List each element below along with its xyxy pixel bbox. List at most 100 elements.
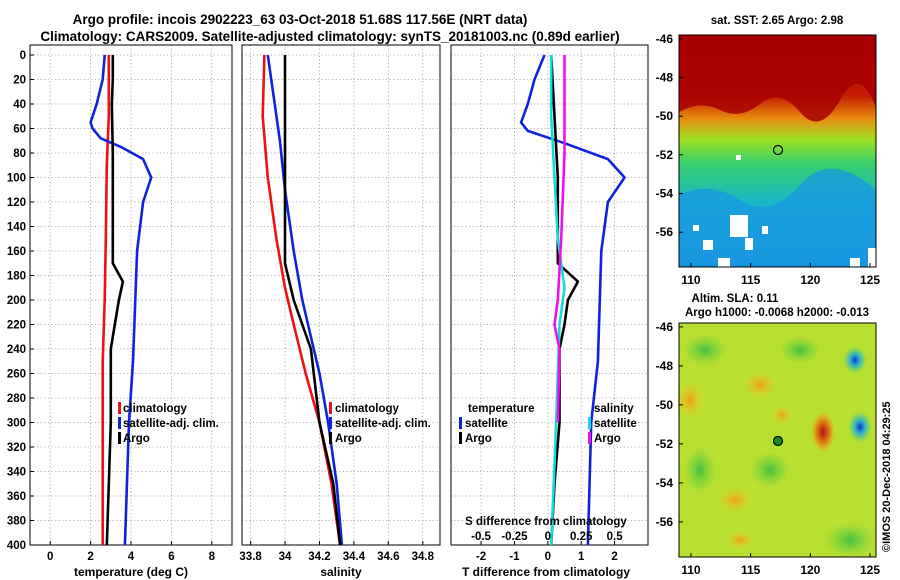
sla-high-anomaly xyxy=(810,410,836,454)
difference-lines xyxy=(519,54,626,545)
depth-tick-label: 280 xyxy=(7,393,26,405)
lat-tick-label: -52 xyxy=(656,148,674,162)
sst-argo-marker xyxy=(772,144,784,156)
temperature-panel: 0204060801001201401601802002202402602803… xyxy=(7,44,233,579)
x-tick-label: -1 xyxy=(509,551,520,563)
lat-tick-label: -54 xyxy=(656,476,674,490)
x-tick-label: 34 xyxy=(279,551,292,563)
lat-tick-label: -46 xyxy=(656,32,674,46)
salinity-x-label: salinity xyxy=(320,565,362,579)
legend-label-s-satellite: satellite xyxy=(594,418,637,430)
series-climatology xyxy=(101,55,111,545)
difference-legend: temperature satellite Argo salinity sate… xyxy=(459,403,637,445)
x-tick-label: 34.6 xyxy=(377,551,399,563)
lon-tick-label: 115 xyxy=(741,273,761,287)
sla-low-anomaly-south xyxy=(848,411,872,443)
legend-label-climatology: climatology xyxy=(123,403,188,415)
sst-map-title: sat. SST: 2.65 Argo: 2.98 xyxy=(711,15,844,27)
difference-grid xyxy=(451,45,648,546)
lon-tick-label: 110 xyxy=(681,563,701,577)
temperature-legend: climatology satellite-adj. clim. Argo xyxy=(118,402,219,445)
legend-swatch-t-argo xyxy=(459,432,462,444)
depth-tick-label: 360 xyxy=(7,491,26,503)
sst-map-lat-ticks: -46 -48 -50 -52 -54 -56 xyxy=(656,32,683,239)
salinity-legend: climatology satellite-adj. clim. Argo xyxy=(329,402,431,445)
x-tick-label: 34.2 xyxy=(308,551,330,563)
legend-label-satellite: satellite-adj. clim. xyxy=(123,418,219,430)
legend-swatch-t-satellite xyxy=(459,417,462,429)
lon-tick-label: 110 xyxy=(681,273,701,287)
sla-map: Altim. SLA: 0.11 Argo h1000: -0.0068 h20… xyxy=(656,293,881,577)
s-difference-ticks: -0.5 -0.25 0 0.25 0.5 xyxy=(471,531,623,543)
salinity-grid xyxy=(242,45,440,546)
header-line-1: Argo profile: incois 2902223_63 03-Oct-2… xyxy=(73,12,528,27)
lat-tick-label: -54 xyxy=(656,187,674,201)
x-tick-label: 2 xyxy=(611,551,617,563)
difference-frame xyxy=(450,44,649,546)
lat-tick-label: -50 xyxy=(656,109,674,123)
depth-tick-label: 0 xyxy=(20,50,26,62)
lat-tick-label: -48 xyxy=(656,359,674,373)
sst-map-lon-ticks: 110 115 120 125 xyxy=(681,263,880,287)
sla-argo-marker xyxy=(772,435,784,447)
header-line-2: Climatology: CARS2009. Satellite-adjuste… xyxy=(40,29,619,44)
lon-tick-label: 120 xyxy=(800,563,820,577)
sla-map-lon-ticks: 110 115 120 125 xyxy=(681,553,880,577)
x-tick-label: 34.8 xyxy=(412,551,435,563)
lon-tick-label: 125 xyxy=(860,273,880,287)
depth-tick-label: 220 xyxy=(7,320,26,332)
legend-title-salinity: salinity xyxy=(594,403,634,415)
legend-swatch-climatology xyxy=(118,402,121,414)
series-salinity-argo xyxy=(553,55,566,423)
x-tick-label: 6 xyxy=(168,551,174,563)
x-tick-label: 2 xyxy=(87,551,93,563)
series-temperature-argo xyxy=(549,54,580,545)
depth-tick-label: 300 xyxy=(7,418,26,430)
sla-map-lat-ticks: -46 -48 -50 -52 -54 -56 xyxy=(656,320,683,529)
x-tick-label: 0 xyxy=(545,551,551,563)
legend-title-temperature: temperature xyxy=(468,403,534,415)
temperature-x-label: temperature (deg C) xyxy=(74,565,188,579)
x-tick-label: 33.8 xyxy=(239,551,262,563)
depth-tick-label: 140 xyxy=(7,222,26,234)
depth-tick-label: 240 xyxy=(7,344,26,356)
difference-panel: -2 -1 0 1 2 T difference from climatology S … xyxy=(450,44,649,579)
depth-tick-label: 400 xyxy=(7,540,26,552)
lon-tick-label: 125 xyxy=(860,563,880,577)
temperature-depth-ticks: 0 20 40 60 80 100 120 140 160 180 200 220 240 260 280 3… xyxy=(7,50,34,552)
depth-tick-label: 100 xyxy=(7,173,26,185)
lat-tick-label: -56 xyxy=(656,515,674,529)
series-argo xyxy=(283,55,342,545)
salinity-panel: 33.8 34 34.2 34.4 34.6 34.8 salinity climatol… xyxy=(239,44,441,579)
x-tick-label: 8 xyxy=(209,551,216,563)
temperature-lines xyxy=(89,54,153,545)
depth-tick-label: 180 xyxy=(7,271,26,283)
legend-label-argo: Argo xyxy=(335,433,362,445)
depth-tick-label: 40 xyxy=(13,99,26,111)
sst-map-field xyxy=(679,35,876,267)
lat-tick-label: -48 xyxy=(656,71,674,85)
depth-tick-label: 120 xyxy=(7,197,26,209)
sla-map-subtitle: Argo h1000: -0.0068 h2000: -0.013 xyxy=(685,307,869,319)
difference-x-ticks: -2 -1 0 1 2 xyxy=(476,541,618,563)
s-diff-tick-label: 0 xyxy=(545,531,551,543)
legend-label-satellite: satellite-adj. clim. xyxy=(335,418,431,430)
legend-label-argo: Argo xyxy=(123,433,150,445)
depth-tick-label: 60 xyxy=(13,124,26,136)
series-temperature-satellite xyxy=(519,54,626,545)
sla-low-anomaly-north xyxy=(843,346,867,374)
sst-cold-region xyxy=(679,168,876,267)
depth-tick-label: 200 xyxy=(7,295,26,307)
series-satellite-adj-clim- xyxy=(89,54,153,545)
x-tick-label: 1 xyxy=(578,551,585,563)
series-argo xyxy=(105,55,125,545)
lat-tick-label: -50 xyxy=(656,398,674,412)
s-diff-tick-label: 0.5 xyxy=(607,531,624,543)
s-difference-label: S difference from climatology xyxy=(465,516,627,528)
x-tick-label: 34.4 xyxy=(343,551,366,563)
x-tick-label: -2 xyxy=(476,551,486,563)
lat-tick-label: -56 xyxy=(656,225,674,239)
s-diff-tick-label: 0.25 xyxy=(570,531,593,543)
legend-label-s-argo: Argo xyxy=(594,433,621,445)
